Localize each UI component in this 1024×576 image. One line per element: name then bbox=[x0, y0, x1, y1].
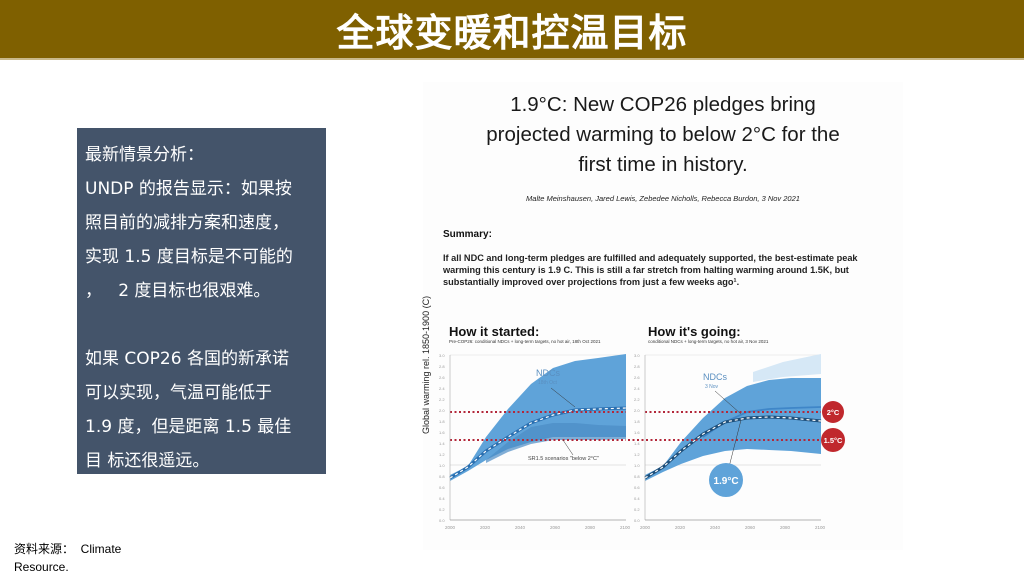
chart-subtitle: Pre-COP26: conditional NDCs + long-term … bbox=[449, 339, 601, 344]
svg-text:0.6: 0.6 bbox=[634, 485, 640, 490]
chart-subtitle: conditional NDCs + long-term targets, no… bbox=[648, 339, 769, 344]
svg-text:1.2: 1.2 bbox=[439, 452, 445, 457]
svg-text:2000: 2000 bbox=[640, 525, 651, 530]
svg-text:0.6: 0.6 bbox=[439, 485, 445, 490]
svg-text:2.0: 2.0 bbox=[439, 408, 445, 413]
svg-text:2.4: 2.4 bbox=[439, 386, 445, 391]
paragraph-gap bbox=[85, 308, 322, 342]
svg-text:1.8: 1.8 bbox=[634, 419, 640, 424]
svg-text:2.4: 2.4 bbox=[634, 386, 640, 391]
warming-charts: NDCs 18th Oct SR1.5 scenarios "below 2°C… bbox=[439, 353, 845, 530]
svg-text:2020: 2020 bbox=[675, 525, 686, 530]
summary-label: Summary: bbox=[443, 229, 492, 240]
report-title-line: 1.9°C: New COP26 pledges bring bbox=[510, 93, 816, 116]
analysis-line: 最新情景分析： bbox=[85, 145, 204, 165]
svg-text:1.4: 1.4 bbox=[439, 441, 445, 446]
source-note: 资料来源： Climate Resource. bbox=[14, 540, 174, 576]
report-authors: Malte Meinshausen, Jared Lewis, Zebedee … bbox=[526, 194, 800, 203]
svg-text:2020: 2020 bbox=[480, 525, 491, 530]
svg-text:2.6: 2.6 bbox=[439, 375, 445, 380]
source-line-2: Resource. bbox=[14, 560, 69, 574]
ndcs-label: NDCs bbox=[536, 368, 560, 378]
summary-text: If all NDC and long-term pledges are ful… bbox=[443, 253, 858, 287]
svg-text:0.4: 0.4 bbox=[439, 496, 445, 501]
svg-text:2100: 2100 bbox=[815, 525, 826, 530]
report-title: 1.9°C: New COP26 pledges bring projected… bbox=[423, 90, 903, 180]
svg-text:2.8: 2.8 bbox=[634, 364, 640, 369]
chart-title: How it's going: bbox=[648, 324, 741, 339]
svg-text:1.4: 1.4 bbox=[634, 441, 640, 446]
svg-text:1.6: 1.6 bbox=[634, 430, 640, 435]
ndcs-date: 18th Oct bbox=[538, 380, 558, 386]
svg-text:2.6: 2.6 bbox=[634, 375, 640, 380]
svg-text:2.8: 2.8 bbox=[439, 364, 445, 369]
report-title-line: projected warming to below 2°C for the bbox=[486, 123, 840, 146]
svg-text:0.8: 0.8 bbox=[439, 474, 445, 479]
slide-title: 全球变暖和控温目标 bbox=[336, 10, 688, 55]
svg-text:2080: 2080 bbox=[780, 525, 791, 530]
svg-text:2.2: 2.2 bbox=[634, 397, 640, 402]
sr15-label: SR1.5 scenarios "below 2°C" bbox=[528, 456, 599, 462]
svg-text:1.0: 1.0 bbox=[439, 463, 445, 468]
svg-text:1.8: 1.8 bbox=[439, 419, 445, 424]
left-chart-plot: NDCs 18th Oct SR1.5 scenarios "below 2°C… bbox=[439, 353, 631, 530]
svg-text:3.0: 3.0 bbox=[634, 353, 640, 358]
svg-text:2000: 2000 bbox=[445, 525, 456, 530]
analysis-line: 如果 COP26 各国的新承诺 bbox=[85, 349, 289, 369]
svg-text:2080: 2080 bbox=[585, 525, 596, 530]
chart-title: How it started: bbox=[449, 324, 540, 339]
svg-text:0.0: 0.0 bbox=[439, 518, 445, 523]
svg-text:1.5°C: 1.5°C bbox=[824, 436, 843, 445]
svg-text:1.0: 1.0 bbox=[634, 463, 640, 468]
svg-text:0.4: 0.4 bbox=[634, 496, 640, 501]
svg-text:2040: 2040 bbox=[710, 525, 721, 530]
analysis-line: 照目前的减排方案和速度， bbox=[85, 213, 289, 233]
svg-text:2.0: 2.0 bbox=[634, 408, 640, 413]
svg-text:1.6: 1.6 bbox=[439, 430, 445, 435]
svg-text:1.9°C: 1.9°C bbox=[713, 476, 738, 487]
svg-text:0.2: 0.2 bbox=[439, 507, 445, 512]
analysis-textbox: 最新情景分析： UNDP 的报告显示：如果按 照目前的减排方案和速度， 实现 1… bbox=[77, 128, 326, 474]
analysis-line: 1.9 度，但是距离 1.5 最佳 bbox=[85, 417, 292, 437]
svg-text:2100: 2100 bbox=[620, 525, 631, 530]
svg-text:3.0: 3.0 bbox=[439, 353, 445, 358]
badge-1-5c bbox=[821, 428, 845, 452]
ndcs-date: 3 Nov bbox=[705, 384, 719, 390]
svg-text:2°C: 2°C bbox=[827, 408, 840, 417]
right-chart-plot: NDCs 3 Nov 1.9°C 2°C 1.5°C 3.02.82.62.4 … bbox=[628, 353, 845, 530]
svg-text:2040: 2040 bbox=[515, 525, 526, 530]
ndcs-label: NDCs bbox=[703, 372, 727, 382]
svg-text:2.2: 2.2 bbox=[439, 397, 445, 402]
analysis-line: ， 2 度目标也很艰难。 bbox=[85, 281, 271, 301]
report-title-line: first time in history. bbox=[578, 153, 748, 176]
analysis-line: 可以实现，气温可能低于 bbox=[85, 383, 272, 403]
source-line-1: 资料来源： Climate bbox=[14, 542, 122, 556]
report-image: 1.9°C: New COP26 pledges bring projected… bbox=[421, 82, 903, 550]
svg-text:1.2: 1.2 bbox=[634, 452, 640, 457]
analysis-line: 目 标还很遥远。 bbox=[85, 451, 210, 471]
slide-header: 全球变暖和控温目标 bbox=[0, 0, 1024, 60]
svg-text:2060: 2060 bbox=[745, 525, 756, 530]
badge-1-9c bbox=[709, 463, 743, 497]
svg-text:0.8: 0.8 bbox=[634, 474, 640, 479]
badge-2c bbox=[822, 401, 844, 423]
analysis-line: UNDP 的报告显示：如果按 bbox=[85, 179, 292, 199]
svg-text:0.0: 0.0 bbox=[634, 518, 640, 523]
analysis-line: 实现 1.5 度目标是不可能的 bbox=[85, 247, 293, 267]
svg-text:0.2: 0.2 bbox=[634, 507, 640, 512]
svg-text:2060: 2060 bbox=[550, 525, 561, 530]
